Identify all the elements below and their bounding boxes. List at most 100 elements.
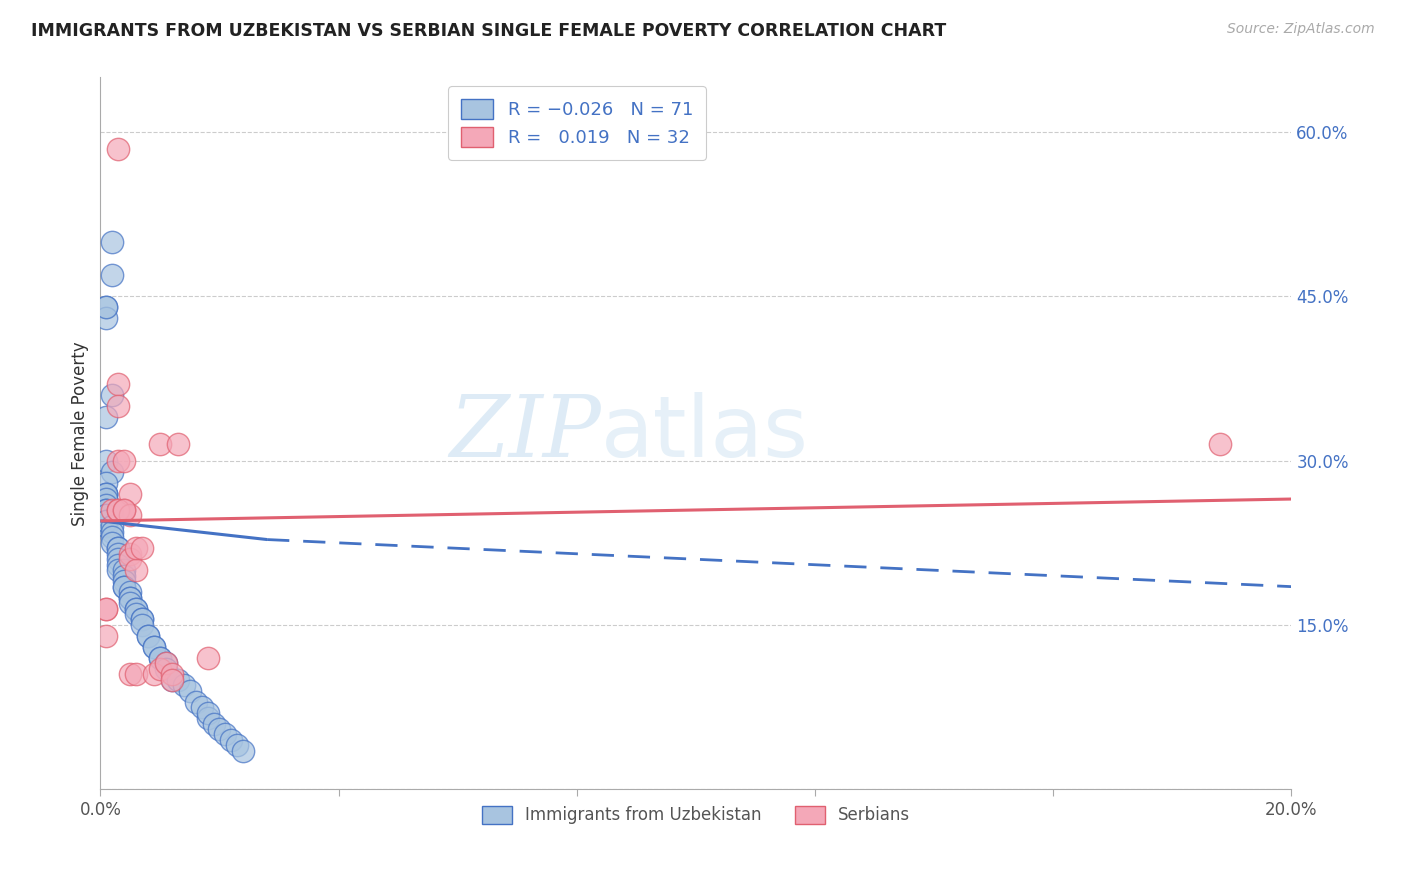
Point [101, 268, 124, 282]
Point [120, 591, 142, 605]
Point [149, 437, 172, 451]
Point [131, 541, 153, 556]
Point [226, 739, 249, 753]
Point [155, 662, 177, 676]
Point [96, 629, 118, 643]
Point [96, 486, 118, 500]
Point [96, 503, 118, 517]
Point [107, 142, 129, 156]
Point [197, 650, 219, 665]
Point [197, 711, 219, 725]
Point [1209, 437, 1232, 451]
Point [112, 580, 135, 594]
Point [96, 453, 118, 467]
Point [107, 541, 129, 556]
Point [96, 601, 118, 615]
Text: IMMIGRANTS FROM UZBEKISTAN VS SERBIAN SINGLE FEMALE POVERTY CORRELATION CHART: IMMIGRANTS FROM UZBEKISTAN VS SERBIAN SI… [31, 22, 946, 40]
Point [160, 667, 183, 681]
Point [125, 563, 148, 577]
Point [107, 541, 129, 556]
Point [107, 547, 129, 561]
Point [96, 503, 118, 517]
Point [166, 673, 188, 687]
Point [221, 733, 243, 747]
Point [96, 301, 118, 315]
Point [142, 640, 165, 654]
Point [120, 547, 142, 561]
Point [112, 503, 135, 517]
Point [214, 727, 236, 741]
Point [131, 612, 153, 626]
Point [96, 311, 118, 326]
Point [120, 667, 142, 681]
Point [101, 503, 124, 517]
Point [107, 552, 129, 566]
Point [101, 519, 124, 533]
Point [120, 486, 142, 500]
Point [96, 486, 118, 500]
Point [112, 574, 135, 589]
Point [142, 667, 165, 681]
Point [120, 585, 142, 599]
Point [190, 700, 212, 714]
Point [101, 465, 124, 479]
Point [160, 673, 183, 687]
Point [96, 301, 118, 315]
Point [166, 437, 188, 451]
Point [202, 716, 225, 731]
Point [112, 568, 135, 582]
Point [107, 558, 129, 572]
Point [179, 683, 201, 698]
Point [107, 377, 129, 392]
Point [107, 563, 129, 577]
Point [96, 409, 118, 424]
Point [155, 657, 177, 671]
Point [96, 519, 118, 533]
Point [120, 508, 142, 523]
Point [125, 667, 148, 681]
Point [120, 596, 142, 610]
Point [107, 399, 129, 413]
Point [155, 657, 177, 671]
Point [120, 552, 142, 566]
Point [125, 601, 148, 615]
Point [96, 475, 118, 490]
Point [96, 508, 118, 523]
Point [136, 629, 159, 643]
Point [96, 491, 118, 506]
Point [125, 607, 148, 621]
Point [131, 612, 153, 626]
Point [96, 514, 118, 528]
Point [197, 706, 219, 720]
Point [101, 235, 124, 249]
Text: atlas: atlas [600, 392, 808, 475]
Point [112, 503, 135, 517]
Point [112, 503, 135, 517]
Point [173, 678, 195, 692]
Point [96, 486, 118, 500]
Point [107, 453, 129, 467]
Point [96, 601, 118, 615]
Point [96, 498, 118, 512]
Text: Source: ZipAtlas.com: Source: ZipAtlas.com [1227, 22, 1375, 37]
Point [149, 662, 172, 676]
Point [160, 673, 183, 687]
Point [96, 503, 118, 517]
Point [112, 563, 135, 577]
Point [96, 498, 118, 512]
Point [184, 695, 207, 709]
Text: ZIP: ZIP [449, 392, 600, 475]
Point [142, 640, 165, 654]
Point [101, 530, 124, 544]
Point [96, 491, 118, 506]
Point [101, 524, 124, 539]
Point [101, 536, 124, 550]
Point [101, 508, 124, 523]
Point [120, 591, 142, 605]
Point [112, 580, 135, 594]
Point [208, 722, 231, 736]
Point [112, 453, 135, 467]
Point [149, 650, 172, 665]
Legend: Immigrants from Uzbekistan, Serbians: Immigrants from Uzbekistan, Serbians [471, 796, 920, 834]
Point [107, 503, 129, 517]
